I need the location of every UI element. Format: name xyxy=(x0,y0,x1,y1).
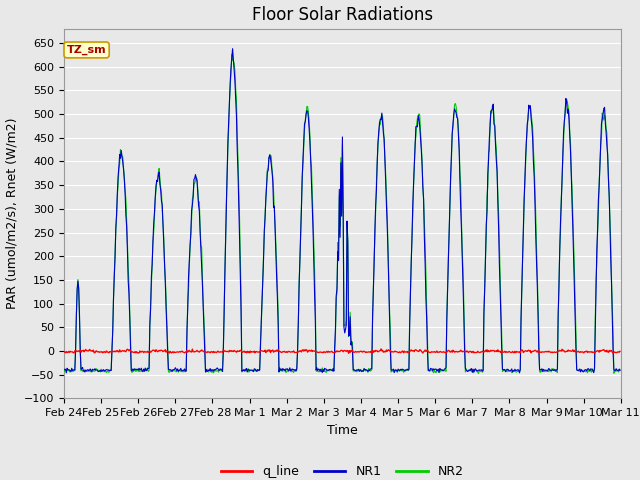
Y-axis label: PAR (umol/m2/s), Rnet (W/m2): PAR (umol/m2/s), Rnet (W/m2) xyxy=(5,118,19,309)
Title: Floor Solar Radiations: Floor Solar Radiations xyxy=(252,6,433,24)
Legend: q_line, NR1, NR2: q_line, NR1, NR2 xyxy=(216,460,468,480)
Text: TZ_sm: TZ_sm xyxy=(67,45,106,55)
X-axis label: Time: Time xyxy=(327,424,358,437)
